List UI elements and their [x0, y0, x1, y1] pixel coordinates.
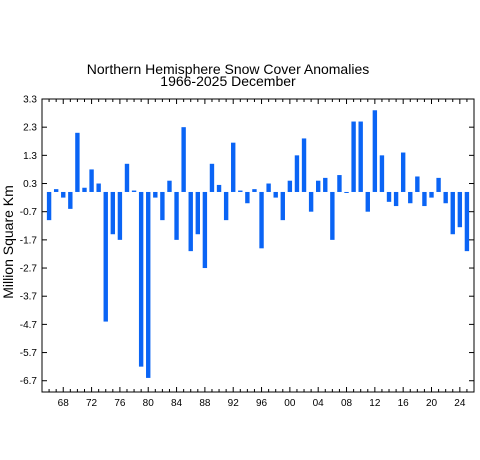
bar-2005 [323, 177, 328, 192]
x-tick-label: 16 [398, 398, 410, 409]
y-tick-label: -6.7 [20, 376, 38, 387]
y-tick-label: -4.7 [20, 320, 38, 331]
bar-2020 [429, 191, 434, 198]
bar-2006 [330, 191, 335, 240]
x-tick-label: 24 [454, 398, 466, 409]
bar-2007 [337, 175, 342, 192]
axes: 3.3 2.3 1.3 0.3 -0.7 -1.7 -2.7 -3.7 -4.7 -5.7 -6.7… [20, 95, 474, 409]
bar-1967 [53, 189, 59, 192]
bar-1988 [202, 191, 208, 269]
x-tick-label: 92 [228, 398, 240, 409]
bar-1980 [146, 191, 151, 378]
bar-1973 [96, 183, 101, 192]
x-tick-label: 84 [171, 398, 183, 409]
bar-1994 [245, 191, 250, 204]
bar-2002 [301, 138, 307, 192]
y-tick-label: 2.3 [23, 123, 37, 134]
y-tick-label: 1.3 [23, 151, 37, 162]
bar-2008 [344, 191, 349, 193]
bar-1971 [82, 187, 87, 192]
bar-1975 [110, 191, 116, 235]
bar-1995 [252, 189, 257, 192]
bar-1989 [209, 163, 215, 192]
y-tick-label: -0.7 [20, 207, 38, 218]
bar-1974 [103, 191, 108, 322]
bar-1991 [223, 191, 229, 221]
bar-1976 [117, 191, 123, 240]
chart-subtitle: 1966-2025 December [160, 73, 296, 89]
bar-2004 [316, 180, 321, 192]
y-tick-label: -3.7 [20, 292, 38, 303]
bar-1990 [216, 184, 222, 192]
bar-2003 [308, 191, 314, 212]
bar-1984 [174, 191, 179, 240]
bar-2019 [422, 191, 427, 207]
y-tick-label: 3.3 [23, 95, 37, 106]
bar-1983 [167, 180, 172, 192]
y-tick-label: -5.7 [20, 348, 38, 359]
chart-title: Northern Hemisphere Snow Cover Anomalies [87, 61, 369, 77]
bar-2011 [365, 191, 370, 212]
bar-2012 [372, 110, 378, 192]
bar-2017 [408, 191, 413, 204]
bar-1977 [124, 163, 130, 192]
bar-2025 [464, 191, 470, 252]
bar-2001 [294, 155, 300, 192]
bar-1997 [266, 183, 271, 192]
bar-series [46, 110, 470, 378]
x-tick-label: 20 [426, 398, 438, 409]
bar-1993 [238, 190, 243, 192]
bar-2022 [443, 191, 448, 204]
x-tick-label: 96 [256, 398, 268, 409]
bar-2013 [379, 155, 385, 192]
bar-1968 [61, 191, 66, 198]
x-tick-label: 08 [341, 398, 353, 409]
y-tick-label: -2.7 [20, 264, 38, 275]
bar-1985 [181, 127, 186, 192]
bar-1987 [195, 191, 200, 235]
bar-1999 [280, 191, 285, 221]
x-tick-label: 68 [58, 398, 70, 409]
y-tick-label: -1.7 [20, 235, 38, 246]
bar-1986 [188, 191, 193, 252]
bar-1978 [131, 190, 137, 192]
bar-2016 [400, 152, 406, 192]
bar-1982 [160, 191, 165, 221]
x-tick-label: 80 [143, 398, 155, 409]
bar-1969 [68, 191, 73, 209]
x-tick-label: 88 [199, 398, 211, 409]
x-tick-label: 76 [114, 398, 126, 409]
bar-2023 [450, 191, 455, 235]
y-tick-label: 0.3 [23, 179, 37, 190]
bar-2010 [358, 121, 363, 192]
bar-1966 [46, 191, 52, 221]
bar-1996 [259, 191, 264, 249]
x-tick-label: 72 [86, 398, 98, 409]
bar-2024 [457, 191, 463, 228]
bar-2009 [351, 121, 356, 192]
bar-2015 [393, 191, 399, 207]
bar-1998 [273, 191, 278, 198]
bar-1992 [231, 142, 236, 192]
x-tick-label: 00 [284, 398, 296, 409]
bar-2018 [415, 176, 420, 192]
x-tick-label: 12 [369, 398, 381, 409]
bar-1972 [89, 169, 94, 192]
bar-1970 [75, 132, 80, 192]
y-axis-label: Million Square Km [0, 185, 16, 299]
bar-1981 [153, 191, 158, 198]
bar-1979 [138, 191, 144, 367]
bar-2000 [287, 180, 293, 192]
x-tick-label: 04 [313, 398, 325, 409]
bar-2014 [386, 191, 392, 202]
plot-frame [41, 98, 475, 393]
bar-2021 [436, 177, 441, 192]
